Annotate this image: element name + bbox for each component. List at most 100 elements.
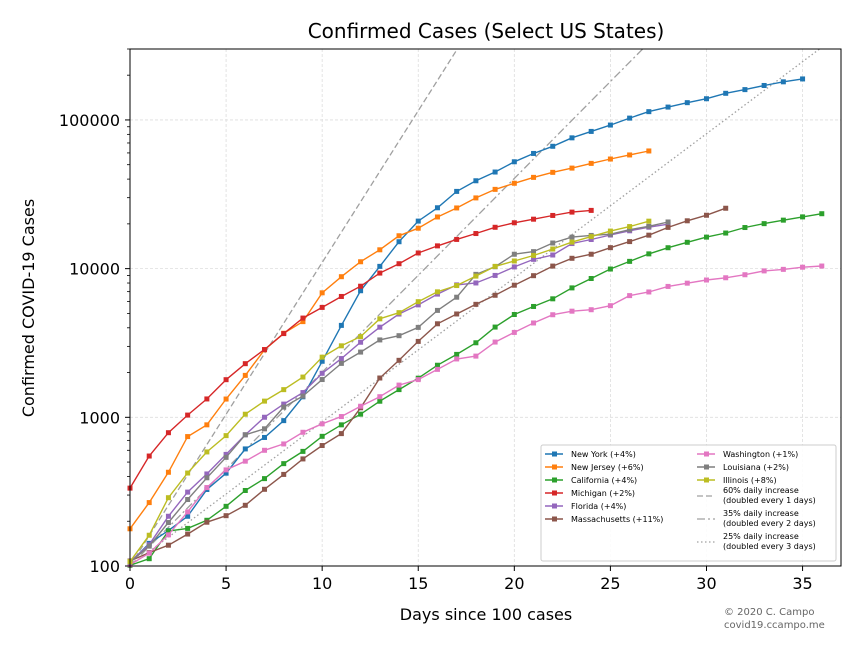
series-point xyxy=(473,353,479,359)
series-point xyxy=(146,453,152,459)
legend: New York (+4%) New Jersey (+6%) California… xyxy=(540,444,837,562)
series-point xyxy=(396,239,402,245)
series-point xyxy=(531,252,537,258)
series-point xyxy=(165,532,171,538)
series-point xyxy=(377,270,383,276)
series-point xyxy=(146,543,152,549)
series-line xyxy=(129,207,726,562)
series-point xyxy=(569,209,575,215)
series-point xyxy=(377,263,383,269)
series-point xyxy=(281,331,287,337)
legend-marker xyxy=(552,490,557,496)
legend-marker xyxy=(552,503,557,509)
series-point xyxy=(319,443,325,449)
series-point xyxy=(588,234,594,240)
series xyxy=(127,207,594,491)
series-point xyxy=(627,227,633,233)
legend-marker xyxy=(552,477,557,483)
series-point xyxy=(319,370,325,376)
series-point xyxy=(531,150,537,156)
series-point xyxy=(319,433,325,439)
series-point xyxy=(607,156,613,162)
series-point xyxy=(281,471,287,477)
series-point xyxy=(473,340,479,346)
series-point xyxy=(742,87,748,93)
series-point xyxy=(415,377,421,383)
series-point xyxy=(492,272,498,278)
series-point xyxy=(800,264,806,270)
series-point xyxy=(223,470,229,476)
series-point xyxy=(223,454,229,460)
series-point xyxy=(761,268,767,274)
series-point xyxy=(319,304,325,310)
series-point xyxy=(723,230,729,236)
series-point xyxy=(703,234,709,240)
series-point xyxy=(588,128,594,134)
series-point xyxy=(550,296,556,302)
series-point xyxy=(300,456,306,462)
x-axis-label: Days since 100 cases xyxy=(400,605,572,624)
y-tick-label: 10000 xyxy=(69,260,120,279)
series-point xyxy=(396,382,402,388)
series-point xyxy=(300,374,306,380)
series-point xyxy=(607,122,613,128)
series-point xyxy=(703,212,709,218)
series-point xyxy=(454,351,460,357)
chart-title: Confirmed Cases (Select US States) xyxy=(308,19,665,43)
series-point xyxy=(146,556,152,562)
series-point xyxy=(396,310,402,316)
series-point xyxy=(262,414,268,420)
series-point xyxy=(185,525,191,531)
series-point xyxy=(607,266,613,272)
series-point xyxy=(492,186,498,192)
series-point xyxy=(223,503,229,509)
series-point xyxy=(358,403,364,409)
series-point xyxy=(262,347,268,353)
series-point xyxy=(262,398,268,404)
series-line xyxy=(129,220,649,563)
legend-label: Florida (+4%) xyxy=(571,502,626,511)
series-point xyxy=(204,449,210,455)
series-point xyxy=(473,178,479,184)
x-tick-label: 10 xyxy=(312,574,332,593)
series-point xyxy=(800,214,806,220)
series-point xyxy=(646,223,652,229)
legend-label: Michigan (+2%) xyxy=(571,489,635,498)
series-point xyxy=(165,528,171,534)
series-point xyxy=(281,418,287,424)
credit-line-1: © 2020 C. Campo xyxy=(724,607,814,618)
series-point xyxy=(511,282,517,288)
series-point xyxy=(665,283,671,289)
series-point xyxy=(684,239,690,245)
series-point xyxy=(358,283,364,289)
series-point xyxy=(396,387,402,393)
legend-label: Illinois (+8%) xyxy=(723,476,777,485)
series-point xyxy=(338,431,344,437)
series-point xyxy=(511,159,517,165)
series-point xyxy=(454,283,460,289)
series-point xyxy=(434,362,440,368)
series-point xyxy=(358,349,364,355)
series-point xyxy=(281,441,287,447)
series-point xyxy=(204,519,210,525)
series-point xyxy=(742,272,748,278)
series-point xyxy=(377,398,383,404)
x-tick-label: 0 xyxy=(125,574,135,593)
series-point xyxy=(569,255,575,261)
series-point xyxy=(454,188,460,194)
series-point xyxy=(531,320,537,326)
series-point xyxy=(185,509,191,515)
y-tick-label: 100000 xyxy=(59,111,120,130)
series-point xyxy=(569,135,575,141)
series-point xyxy=(454,205,460,211)
series-point xyxy=(550,312,556,318)
series-point xyxy=(703,277,709,283)
series-point xyxy=(165,469,171,475)
series-point xyxy=(627,258,633,264)
series-point xyxy=(223,451,229,457)
series-point xyxy=(434,243,440,249)
legend-label: (doubled every 3 days) xyxy=(723,542,816,551)
series-point xyxy=(780,266,786,272)
series-point xyxy=(358,288,364,294)
